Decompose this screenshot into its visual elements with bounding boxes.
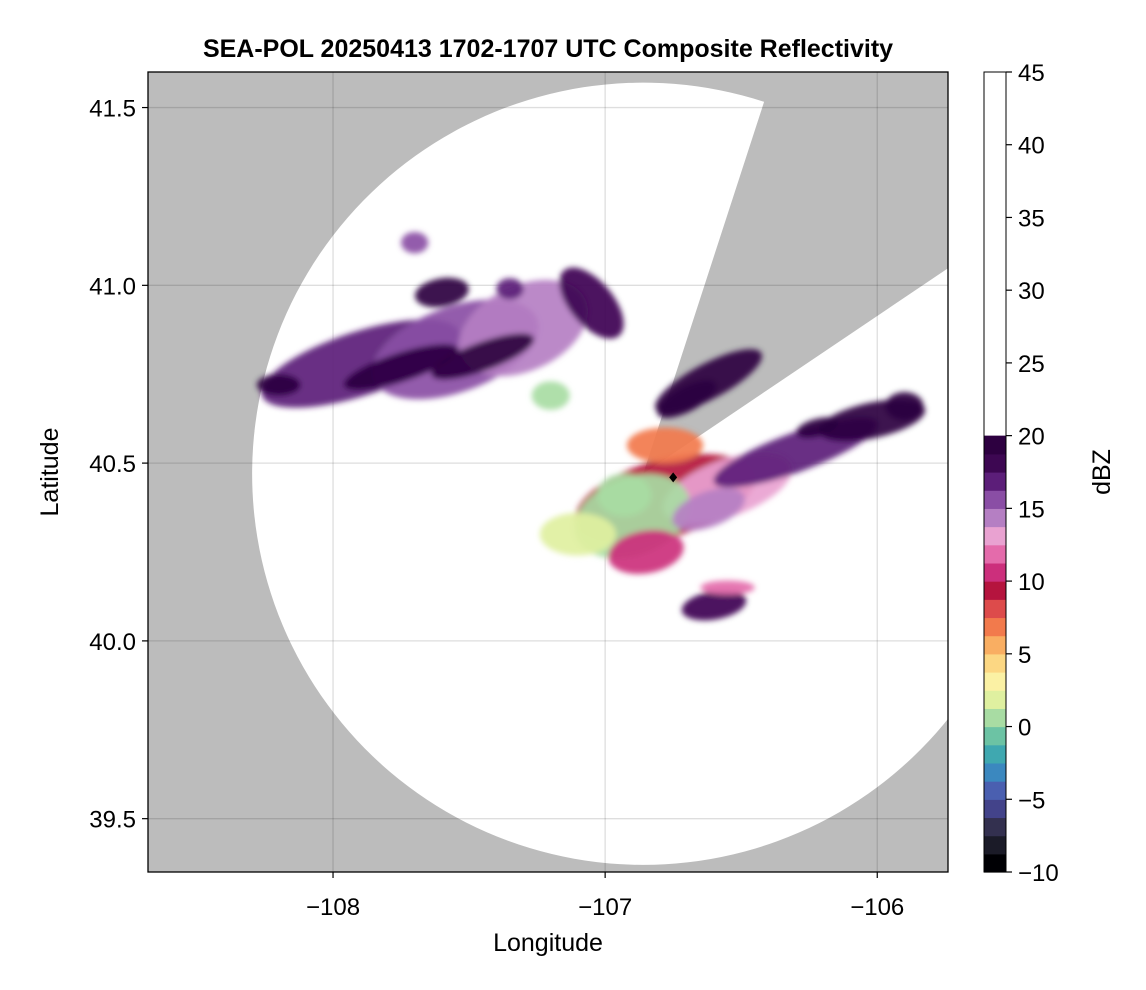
colorbar-tick-label: 5	[1018, 642, 1031, 669]
colorbar-tick-label: 35	[1018, 205, 1045, 232]
echo-cell	[885, 392, 924, 421]
colorbar-swatch	[984, 726, 1006, 746]
y-tick-label: 40.0	[89, 629, 136, 656]
colorbar-tick-label: 45	[1018, 60, 1045, 87]
y-axis-label: Latitude	[36, 428, 64, 517]
echo-cell	[596, 473, 652, 517]
x-tick-label: −106	[850, 894, 904, 921]
colorbar-swatch	[984, 690, 1006, 709]
colorbar-tick-label: −5	[1018, 787, 1045, 814]
x-tick-label: −108	[306, 894, 360, 921]
echo-cell	[414, 277, 469, 308]
plot-frame	[147, 71, 949, 873]
echo-cell	[539, 512, 617, 556]
echo-cell	[559, 267, 624, 339]
colorbar-swatch	[984, 744, 1006, 764]
colorbar-label: dBZ	[1088, 449, 1116, 495]
chart-title: SEA-POL 20250413 1702-1707 UTC Composite…	[203, 35, 893, 63]
colorbar-swatch	[984, 835, 1006, 855]
echo-cell	[431, 333, 535, 380]
colorbar-swatch	[984, 853, 1006, 873]
colorbar-swatch	[984, 544, 1006, 564]
colorbar-frame	[983, 71, 1007, 873]
colorbar-swatch	[984, 599, 1006, 619]
colorbar-swatch	[984, 581, 1006, 600]
echo-cell	[672, 488, 745, 531]
echo-layer	[256, 232, 926, 621]
radar-site-marker	[669, 472, 678, 483]
colorbar-swatch	[984, 453, 1006, 473]
colorbar-swatch	[984, 653, 1006, 673]
colorbar-swatch	[984, 562, 1006, 582]
y-tick-label: 41.5	[89, 96, 136, 123]
y-tick-label: 40.5	[89, 451, 136, 478]
colorbar-tick-label: −10	[1018, 860, 1059, 887]
colorbar-swatch	[984, 526, 1006, 546]
colorbar-tick-label: 15	[1018, 496, 1045, 523]
y-axis-ticks: 39.5 40.0 40.5 41.0 41.5	[89, 96, 148, 834]
echo-cell	[700, 580, 755, 595]
colorbar-swatch	[984, 635, 1006, 655]
plot-area: −108 −107 −106 39.5 40.0 40.5 41.0 41.5	[89, 71, 949, 921]
colorbar-swatch	[984, 708, 1006, 728]
echo-blobs	[256, 232, 926, 621]
colorbar-swatch	[984, 435, 1006, 455]
colorbar-tick-label: 30	[1018, 278, 1045, 305]
colorbar-tick-label: 0	[1018, 715, 1031, 742]
colorbar-swatch	[984, 508, 1006, 528]
echo-cell	[401, 232, 429, 254]
colorbar-swatch	[984, 799, 1006, 819]
colorbar-tick-label: 40	[1018, 133, 1045, 160]
echo-cell	[496, 278, 524, 300]
x-axis-label: Longitude	[493, 929, 603, 957]
echo-cell	[796, 417, 839, 438]
colorbar-tick-label: 25	[1018, 351, 1045, 378]
colorbar: −10 −5 0 5 10 15 20 25 30 35 40 45 dBZ	[983, 60, 1116, 887]
colorbar-swatches	[984, 435, 1006, 873]
echo-cell	[681, 590, 747, 621]
x-tick-label: −107	[578, 894, 632, 921]
colorbar-swatch	[984, 617, 1006, 637]
echo-cell	[256, 374, 301, 396]
colorbar-tick-label: 10	[1018, 569, 1045, 596]
colorbar-ticks: −10 −5 0 5 10 15 20 25 30 35 40 45	[1006, 60, 1059, 887]
colorbar-swatch	[984, 762, 1006, 782]
echo-cell	[657, 380, 717, 418]
y-tick-label: 41.0	[89, 273, 136, 300]
colorbar-swatch	[984, 472, 1006, 491]
x-axis-ticks: −108 −107 −106	[306, 872, 904, 921]
echo-cell	[626, 427, 704, 464]
colorbar-swatch	[984, 672, 1006, 691]
colorbar-tick-label: 20	[1018, 424, 1045, 451]
echo-cell	[343, 344, 459, 391]
colorbar-swatch	[984, 781, 1006, 800]
y-tick-label: 39.5	[89, 807, 136, 834]
colorbar-swatch	[984, 490, 1006, 509]
echo-cell	[531, 381, 570, 410]
echo-cell	[608, 529, 684, 575]
radar-coverage	[252, 82, 948, 865]
colorbar-swatch	[984, 817, 1006, 837]
